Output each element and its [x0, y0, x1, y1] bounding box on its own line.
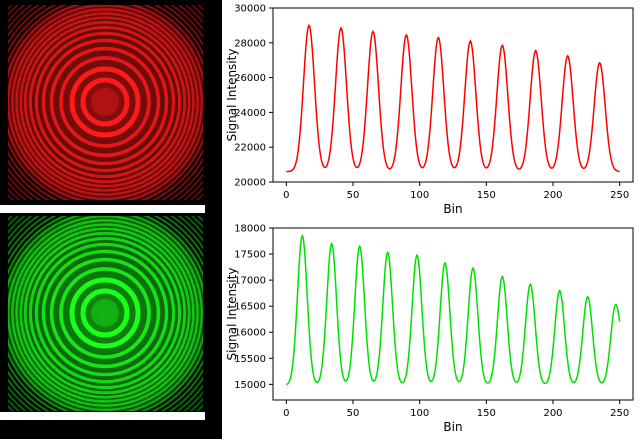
fringe-ring [69, 277, 141, 349]
green-intensity-chart: 0 50 100 150 200 250 15000 15500 16000 16500 17000… [225, 224, 634, 434]
red-x-tick-label: 150 [477, 190, 496, 201]
green-fringe-image [8, 216, 203, 411]
fringe-ring [34, 242, 176, 384]
fringe-images-panel [0, 0, 222, 439]
fringe-ring [69, 66, 141, 138]
red-y-axis-label: Signal Intensity [225, 49, 239, 142]
fringe-ring [15, 12, 195, 192]
green-x-tick-label: 50 [347, 408, 360, 419]
green-y-tick-label: 18000 [234, 224, 266, 235]
fringe-ring [23, 20, 187, 184]
green-y-tick-label: 16000 [234, 328, 266, 339]
green-x-axis-label: Bin [443, 420, 462, 434]
red-y-tick-label: 22000 [234, 143, 266, 154]
red-series-line [286, 23, 620, 173]
green-y-tick-label: 15500 [234, 354, 266, 365]
green-x-tick-label: 0 [283, 408, 289, 419]
red-x-tick-label: 100 [410, 190, 429, 201]
red-y-tick-label: 26000 [234, 73, 266, 84]
fringe-ring [28, 25, 182, 179]
red-x-tick-label: 50 [347, 190, 360, 201]
fringe-ring [8, 5, 203, 200]
green-x-tick-label: 100 [410, 408, 429, 419]
red-y-tick-label: 30000 [234, 4, 266, 15]
red-x-tick-label: 250 [610, 190, 629, 201]
image-separator [0, 412, 205, 420]
red-x-tick-label: 200 [543, 190, 562, 201]
fringe-ring [8, 216, 203, 411]
fringe-ring [80, 288, 130, 338]
red-plot-frame [272, 7, 634, 183]
green-y-tick-label: 17000 [234, 276, 266, 287]
fringe-ring [59, 267, 151, 359]
fringe-ring [11, 219, 199, 407]
red-y-tick-label: 24000 [234, 108, 266, 119]
green-y-axis-label: Signal Intensity [225, 268, 239, 361]
fringe-ring [41, 38, 169, 166]
fringe-ring [59, 56, 151, 148]
green-x-tick-label: 250 [610, 408, 629, 419]
fringe-ring [34, 31, 176, 173]
fringe-ring [28, 236, 182, 390]
green-plot-frame [272, 227, 634, 401]
green-x-tick-label: 150 [477, 408, 496, 419]
red-fringe-image [8, 5, 203, 200]
fringe-ring [49, 257, 161, 369]
fringe-ring [80, 77, 130, 127]
fringe-ring [11, 8, 199, 196]
green-series-line [285, 234, 621, 386]
green-y-tick-label: 15000 [234, 380, 266, 391]
fringe-ring [49, 46, 161, 158]
fringe-ring [15, 223, 195, 403]
red-x-axis-label: Bin [443, 202, 462, 216]
red-x-tick-label: 0 [283, 190, 289, 201]
green-y-tick-label: 16500 [234, 302, 266, 313]
red-y-tick-label: 28000 [234, 38, 266, 49]
red-intensity-chart: 0 50 100 150 200 250 20000 22000 24000 26000 28000… [225, 4, 634, 216]
image-separator [0, 205, 205, 213]
green-x-tick-label: 200 [543, 408, 562, 419]
red-y-tick-label: 20000 [234, 178, 266, 189]
green-y-tick-label: 17500 [234, 250, 266, 261]
fringe-ring [19, 16, 191, 188]
fringe-ring [41, 249, 169, 377]
fringe-ring [23, 231, 187, 395]
fringe-ring [19, 227, 191, 399]
